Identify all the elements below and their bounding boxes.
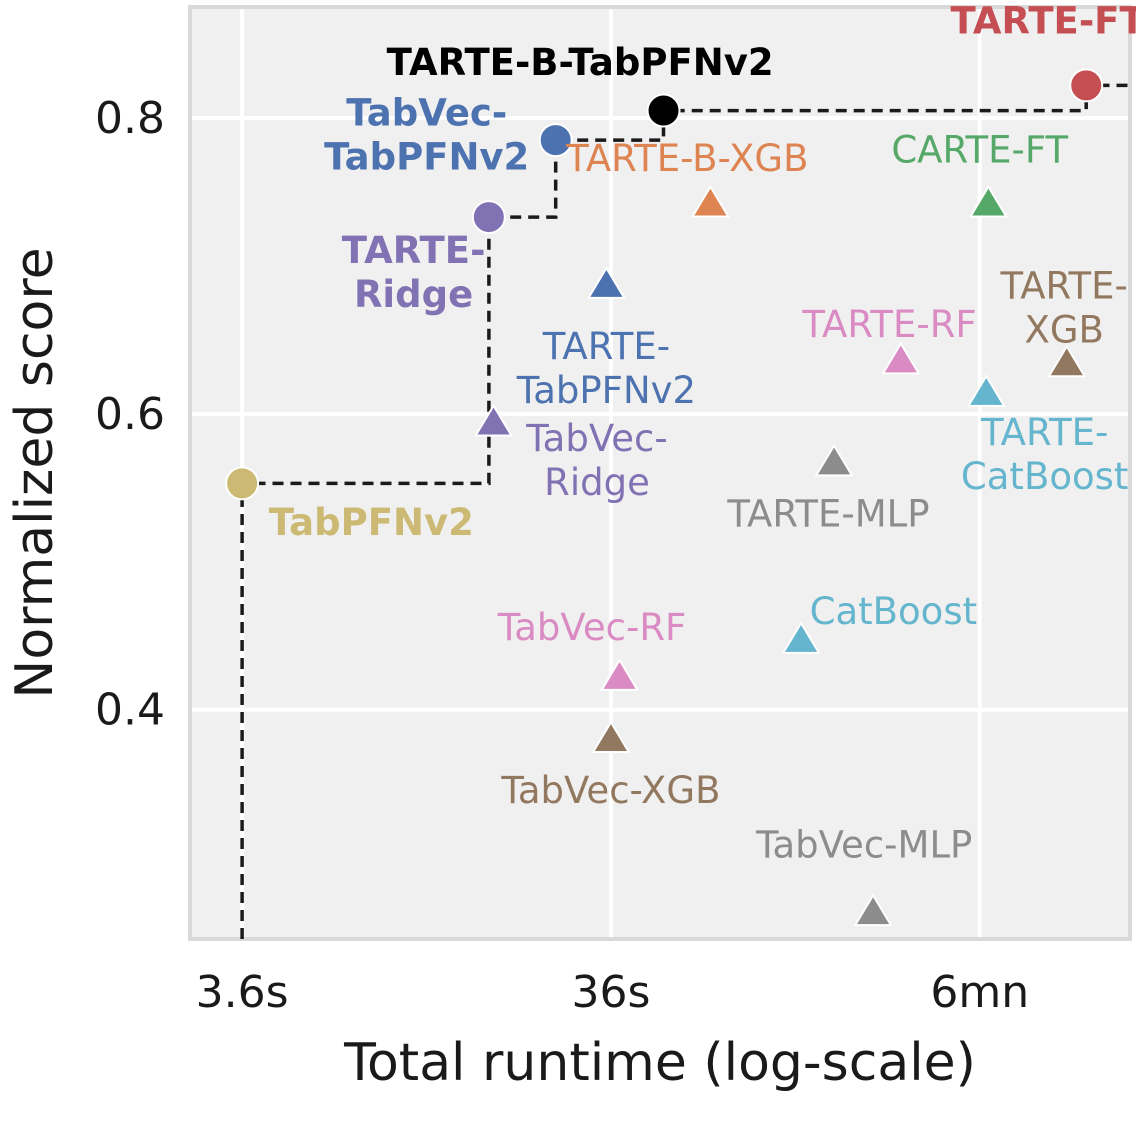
label-line-tarte-b-xgb-0: TARTE-B-XGB — [565, 137, 808, 180]
label-line-tabvec-tabpfnv2-1: TabPFNv2 — [324, 135, 529, 178]
label-line-tarte-ridge-1: Ridge — [354, 273, 473, 316]
label-line-tabpfnv2-0: TabPFNv2 — [269, 501, 474, 544]
label-line-carte-ft-0: CARTE-FT — [891, 128, 1068, 171]
point-carte-ft — [968, 184, 1008, 218]
label-tabpfnv2: TabPFNv2 — [269, 501, 474, 544]
point-tarte-xgb — [1047, 344, 1087, 378]
label-line-tabvec-ridge-1: Ridge — [544, 461, 650, 504]
x-tick-label-3-6s: 3.6s — [196, 967, 289, 1018]
label-line-tarte-mlp-0: TARTE-MLP — [726, 492, 929, 535]
label-line-tabvec-rf-0: TabVec-RF — [497, 606, 687, 649]
point-tarte-b-xgb — [690, 184, 731, 218]
label-tarte-tabpfnv2: TARTE-TabPFNv2 — [516, 325, 696, 412]
label-tarte-mlp: TARTE-MLP — [726, 492, 929, 535]
label-tabvec-mlp: TabVec-MLP — [755, 824, 972, 867]
point-tabvec-rf — [599, 658, 640, 691]
point-tarte-b-tabpfnv2 — [646, 93, 681, 128]
point-tarte-rf — [881, 341, 921, 375]
y-tick-label-0-4: 0.4 — [95, 685, 165, 736]
point-catboost — [781, 621, 821, 654]
label-tarte-rf: TARTE-RF — [801, 303, 976, 346]
label-line-tarte-b-tabpfnv2-0: TARTE-B-TabPFNv2 — [387, 41, 774, 84]
label-carte-ft: CARTE-FT — [891, 128, 1068, 171]
plot-area — [188, 5, 1132, 941]
label-line-tarte-ft-0: TARTE-FT — [950, 0, 1136, 43]
label-line-tarte-tabpfnv2-0: TARTE- — [542, 325, 670, 368]
point-tabpfnv2 — [225, 466, 260, 501]
point-tarte-tabpfnv2 — [586, 266, 627, 299]
label-line-tarte-xgb-0: TARTE- — [999, 264, 1127, 307]
label-tarte-ridge: TARTE-Ridge — [342, 229, 486, 316]
y-tick-label-0-6: 0.6 — [95, 389, 165, 440]
point-tarte-ridge — [471, 200, 506, 235]
label-line-tabvec-xgb-0: TabVec-XGB — [500, 769, 720, 812]
y-tick-label-0-8: 0.8 — [95, 93, 165, 144]
label-line-catboost-0: CatBoost — [810, 590, 977, 633]
x-axis-title: Total runtime (log-scale) — [343, 1033, 976, 1093]
label-line-tarte-xgb-1: XGB — [1024, 308, 1103, 351]
label-line-tabvec-ridge-0: TabVec- — [525, 417, 668, 460]
label-line-tarte-catboost-0: TARTE- — [980, 411, 1108, 454]
label-tabvec-xgb: TabVec-XGB — [500, 769, 720, 812]
label-line-tarte-tabpfnv2-1: TabPFNv2 — [516, 369, 696, 412]
data-points — [225, 68, 1104, 927]
point-tabvec-mlp — [853, 893, 893, 927]
point-tabvec-xgb — [591, 720, 631, 754]
y-axis-title: Normalized score — [5, 247, 65, 698]
label-tabvec-rf: TabVec-RF — [497, 606, 687, 649]
label-tarte-b-xgb: TARTE-B-XGB — [565, 137, 808, 180]
label-catboost: CatBoost — [810, 590, 977, 633]
label-line-tabvec-mlp-0: TabVec-MLP — [755, 824, 972, 867]
point-tabvec-ridge — [473, 403, 514, 437]
label-tabvec-ridge: TabVec-Ridge — [525, 417, 668, 504]
x-tick-label-6mn: 6mn — [930, 967, 1029, 1018]
point-tarte-catboost — [966, 374, 1006, 407]
label-line-tarte-catboost-1: CatBoost — [961, 455, 1128, 498]
point-labels: TabPFNv2TARTE-RidgeTabVec-TabPFNv2TARTE-… — [269, 0, 1136, 867]
point-tarte-mlp — [814, 443, 854, 477]
label-line-tarte-ridge-0: TARTE- — [342, 229, 486, 272]
point-tabvec-tabpfnv2 — [538, 123, 573, 158]
label-tabvec-tabpfnv2: TabVec-TabPFNv2 — [324, 91, 529, 178]
label-line-tabvec-tabpfnv2-0: TabVec- — [346, 91, 507, 134]
x-tick-label-36s: 36s — [571, 967, 650, 1018]
tick-labels: 3.6s 36s 6mn 0.4 0.6 0.8 — [95, 93, 1029, 1018]
label-tarte-b-tabpfnv2: TARTE-B-TabPFNv2 — [387, 41, 774, 84]
label-tarte-xgb: TARTE-XGB — [999, 264, 1127, 351]
point-tarte-ft — [1069, 68, 1104, 103]
label-tarte-ft: TARTE-FT — [950, 0, 1136, 43]
label-tarte-catboost: TARTE-CatBoost — [961, 411, 1128, 498]
label-line-tarte-rf-0: TARTE-RF — [801, 303, 976, 346]
